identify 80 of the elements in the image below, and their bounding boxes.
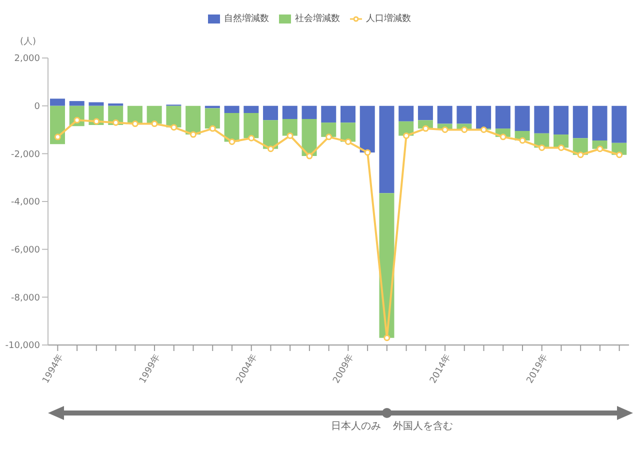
bar bbox=[321, 122, 336, 137]
point bbox=[151, 120, 158, 128]
point bbox=[422, 125, 429, 132]
bar bbox=[514, 106, 530, 131]
bar bbox=[302, 106, 317, 119]
point bbox=[326, 134, 332, 140]
bar bbox=[456, 106, 472, 124]
point bbox=[190, 131, 196, 138]
bar bbox=[398, 106, 414, 122]
bar bbox=[321, 106, 336, 123]
y-tick-label: -10,000 bbox=[5, 341, 40, 352]
point bbox=[209, 125, 216, 132]
point bbox=[54, 134, 61, 140]
bar bbox=[166, 106, 182, 128]
point bbox=[74, 116, 80, 124]
legend-label: 人口増減数 bbox=[366, 14, 411, 24]
bar bbox=[302, 118, 317, 156]
bar bbox=[108, 103, 124, 106]
y-tick-label: -2,000 bbox=[10, 150, 40, 160]
y-tick-label: -4,000 bbox=[10, 198, 40, 208]
point bbox=[558, 144, 564, 151]
bar bbox=[592, 106, 608, 141]
bar bbox=[437, 106, 452, 124]
point bbox=[616, 152, 623, 158]
bar bbox=[50, 106, 65, 144]
bar bbox=[263, 106, 278, 120]
bar bbox=[186, 106, 201, 135]
point bbox=[170, 124, 178, 131]
point bbox=[461, 126, 468, 133]
point bbox=[500, 134, 506, 140]
bar bbox=[224, 106, 240, 114]
point bbox=[344, 138, 352, 145]
point bbox=[403, 132, 410, 139]
bar bbox=[612, 106, 627, 143]
bar bbox=[282, 106, 298, 119]
text: 日本人のみ bbox=[330, 420, 381, 433]
bar bbox=[534, 106, 550, 134]
bar bbox=[146, 106, 162, 124]
point bbox=[93, 118, 100, 125]
point bbox=[384, 334, 390, 342]
point bbox=[132, 120, 138, 128]
legend-label: 自然増減数 bbox=[224, 14, 269, 24]
bar bbox=[495, 106, 510, 129]
point bbox=[442, 126, 448, 133]
bar bbox=[224, 113, 240, 142]
y-tick-label: 2,000 bbox=[14, 54, 40, 64]
y-axis-title: (人) bbox=[20, 36, 36, 47]
point bbox=[267, 146, 274, 152]
point bbox=[248, 134, 255, 142]
bar bbox=[379, 106, 394, 194]
text: 外国人を含む bbox=[392, 420, 453, 433]
bar bbox=[282, 118, 298, 136]
bar bbox=[340, 122, 356, 142]
bar bbox=[88, 102, 104, 106]
bar bbox=[263, 120, 278, 149]
bar bbox=[50, 98, 65, 106]
point bbox=[364, 149, 371, 156]
y-tick-label: -8,000 bbox=[10, 293, 40, 304]
point bbox=[480, 126, 487, 133]
point bbox=[538, 144, 546, 151]
bar bbox=[476, 106, 492, 129]
point bbox=[112, 119, 120, 126]
legend-label: 社会増減数 bbox=[295, 14, 340, 24]
y-tick-label: 0 bbox=[34, 102, 40, 112]
bar bbox=[244, 106, 259, 114]
bar bbox=[572, 106, 588, 138]
point bbox=[228, 138, 236, 145]
bar bbox=[69, 101, 84, 106]
point bbox=[577, 152, 584, 158]
bar bbox=[554, 106, 569, 135]
bar bbox=[244, 113, 259, 138]
point bbox=[286, 132, 294, 139]
bar bbox=[418, 106, 433, 120]
bar bbox=[360, 106, 375, 152]
point bbox=[596, 146, 604, 152]
y-tick-label: -6,000 bbox=[10, 246, 40, 256]
point bbox=[519, 137, 526, 144]
point bbox=[306, 152, 313, 160]
bar bbox=[340, 106, 356, 123]
bar bbox=[204, 108, 220, 129]
